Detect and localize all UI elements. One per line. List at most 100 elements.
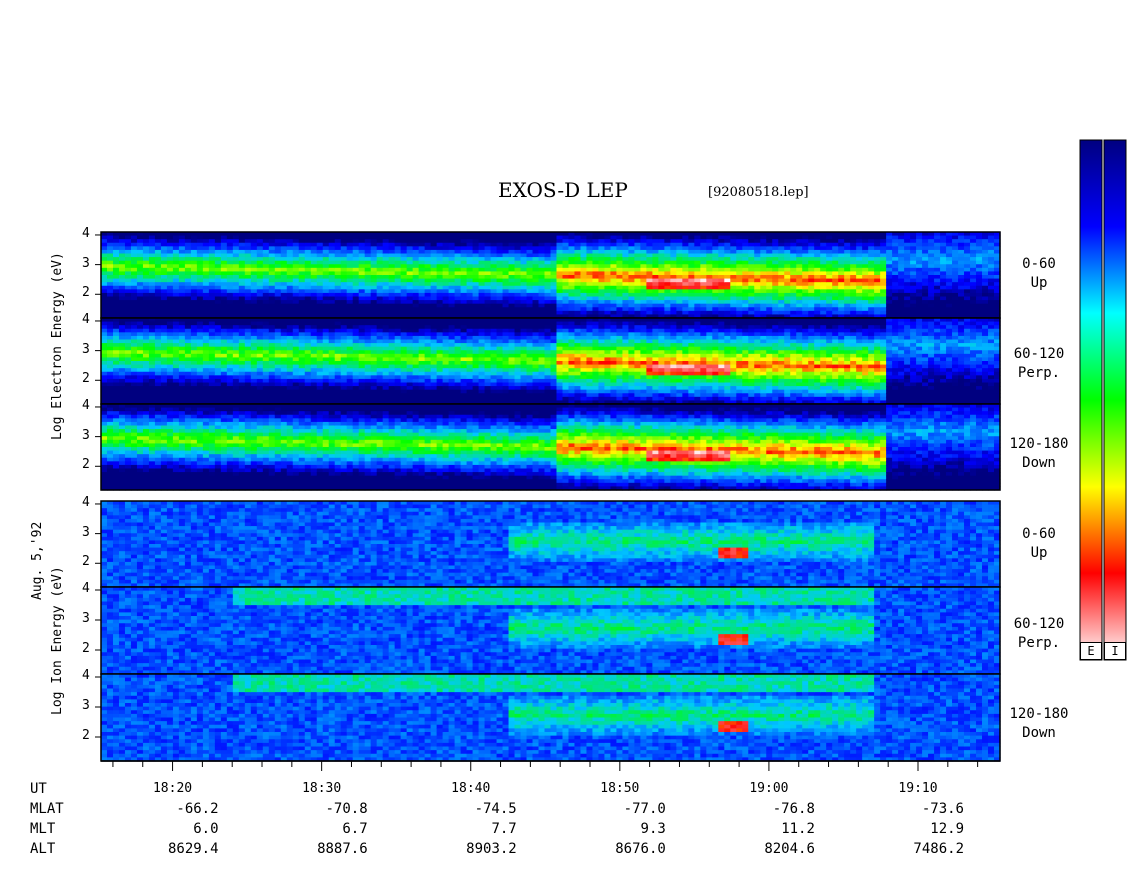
heatmap-cell: [316, 235, 324, 240]
heatmap-cell: [316, 332, 324, 337]
heatmap-cell: [778, 267, 785, 273]
heatmap-cell: [304, 343, 312, 348]
heatmap-cell: [286, 282, 294, 287]
heatmap-cell: [238, 361, 246, 366]
heatmap-cell: [556, 232, 564, 237]
heatmap-cell: [712, 275, 719, 280]
heatmap-cell: [274, 314, 282, 319]
heatmap-cell: [280, 325, 288, 330]
heatmap-cell: [874, 235, 881, 240]
heatmap-cell: [124, 368, 132, 373]
heatmap-cell: [172, 382, 180, 387]
heatmap-cell: [160, 400, 168, 405]
heatmap-cell: [256, 289, 264, 294]
heatmap-cell: [346, 389, 354, 394]
heatmap-cell: [592, 271, 600, 276]
heatmap-cell: [670, 310, 677, 316]
heatmap-cell: [124, 239, 132, 244]
heatmap-cell: [958, 264, 965, 269]
heatmap-cell: [826, 249, 833, 255]
heatmap-cell: [640, 246, 647, 251]
heatmap-cell: [130, 361, 138, 366]
heatmap-cell: [430, 239, 438, 244]
heatmap-cell: [178, 253, 186, 258]
heatmap-cell: [400, 321, 408, 326]
heatmap-cell: [970, 246, 977, 251]
heatmap-cell: [136, 350, 144, 355]
heatmap-cell: [472, 242, 480, 247]
heatmap-cell: [442, 303, 450, 308]
heatmap-cell: [712, 296, 719, 301]
heatmap-cell: [280, 321, 288, 326]
heatmap-cell: [406, 235, 414, 240]
heatmap-cell: [250, 321, 258, 326]
heatmap-cell: [202, 310, 210, 316]
heatmap-cell: [538, 264, 546, 269]
heatmap-cell: [844, 235, 851, 240]
heatmap-cell: [298, 239, 306, 244]
heatmap-cell: [856, 242, 863, 247]
heatmap-cell: [148, 257, 156, 262]
heatmap-cell: [832, 257, 839, 262]
heatmap-cell: [142, 321, 150, 326]
heatmap-cell: [274, 285, 282, 290]
heatmap-cell: [256, 361, 264, 366]
heatmap-cell: [814, 314, 821, 319]
heatmap-cell: [490, 278, 498, 283]
heatmap-cell: [286, 343, 294, 348]
heatmap-cell: [352, 325, 360, 330]
heatmap-cell: [910, 232, 917, 237]
heatmap-cell: [856, 271, 863, 276]
heatmap-cell: [928, 257, 935, 262]
heatmap-cell: [922, 278, 929, 283]
heatmap-cell: [388, 346, 396, 351]
heatmap-cell: [214, 296, 222, 301]
heatmap-cell: [664, 257, 671, 262]
heatmap-cell: [706, 296, 713, 301]
heatmap-cell: [370, 400, 378, 405]
heatmap-cell: [292, 314, 300, 319]
heatmap-cell: [604, 307, 612, 312]
heatmap-cell: [112, 318, 120, 323]
heatmap-cell: [101, 325, 108, 330]
heatmap-cell: [832, 260, 839, 265]
heatmap-cell: [496, 264, 504, 269]
heatmap-cell: [376, 375, 384, 380]
heatmap-cell: [214, 400, 222, 405]
heatmap-cell: [250, 400, 258, 405]
heatmap-cell: [838, 296, 845, 301]
heatmap-cell: [976, 314, 983, 319]
heatmap-cell: [814, 246, 821, 251]
heatmap-cell: [922, 314, 929, 319]
heatmap-cell: [520, 307, 528, 312]
heatmap-cell: [310, 321, 318, 326]
heatmap-cell: [358, 328, 366, 333]
heatmap-cell: [388, 332, 396, 337]
heatmap-cell: [274, 396, 282, 402]
heatmap-cell: [298, 386, 306, 391]
heatmap-cell: [862, 232, 869, 237]
heatmap-cell: [250, 235, 258, 240]
heatmap-cell: [214, 314, 222, 319]
heatmap-cell: [802, 235, 809, 240]
heatmap-cell: [748, 267, 755, 273]
heatmap-cell: [106, 357, 114, 362]
heatmap-cell: [394, 350, 402, 355]
heatmap-cell: [466, 264, 474, 269]
heatmap-cell: [496, 267, 504, 273]
heatmap-cell: [406, 321, 414, 326]
heatmap-cell: [256, 310, 264, 316]
heatmap-cell: [160, 278, 168, 283]
heatmap-cell: [280, 314, 288, 319]
heatmap-cell: [952, 235, 959, 240]
heatmap-cell: [730, 242, 737, 247]
heatmap-cell: [226, 271, 234, 276]
heatmap-cell: [232, 393, 240, 398]
heatmap-cell: [154, 300, 162, 305]
heatmap-cell: [922, 239, 929, 244]
heatmap-cell: [340, 332, 348, 337]
heatmap-cell: [886, 257, 893, 262]
heatmap-cell: [334, 257, 342, 262]
heatmap-cell: [862, 296, 869, 301]
heatmap-cell: [808, 310, 815, 316]
